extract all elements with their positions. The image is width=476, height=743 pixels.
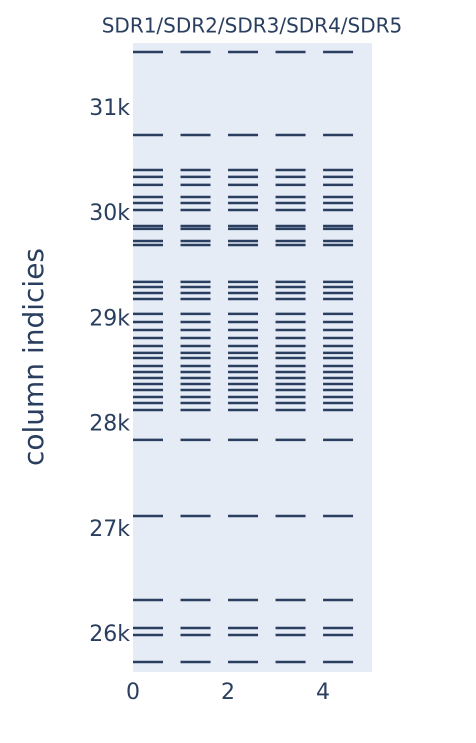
x-tick-label: 0	[126, 680, 140, 705]
y-tick-label: 27k	[89, 517, 130, 542]
y-axis-label: column indicies	[17, 248, 50, 466]
y-tick-label: 29k	[89, 306, 130, 331]
y-tick-label: 28k	[89, 412, 130, 437]
x-tick-label: 4	[316, 680, 330, 705]
y-tick-label: 30k	[89, 201, 130, 226]
y-tick-label: 26k	[89, 622, 130, 647]
y-tick-label: 31k	[89, 96, 130, 121]
x-tick-label: 2	[221, 680, 235, 705]
chart-title: SDR1/SDR2/SDR3/SDR4/SDR5	[102, 14, 403, 38]
